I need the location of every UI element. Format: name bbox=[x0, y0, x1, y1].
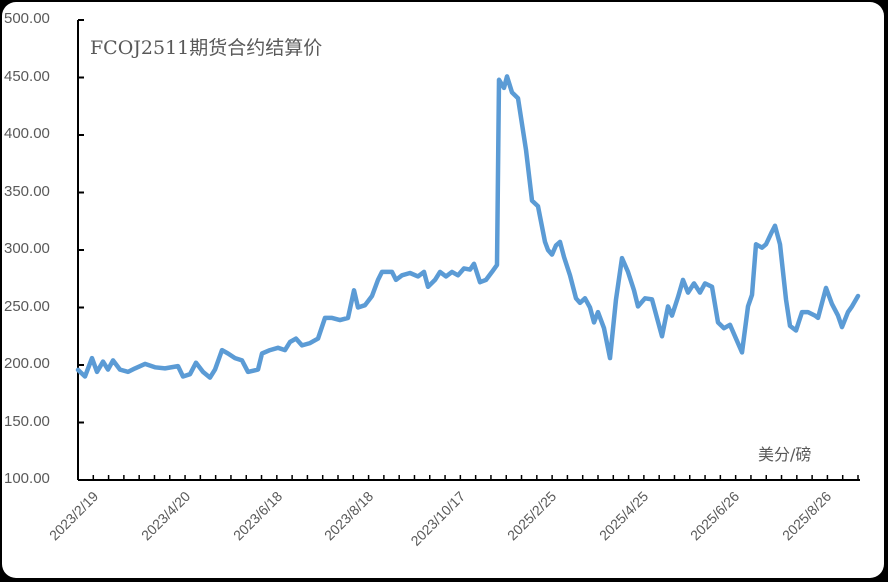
axes bbox=[77, 19, 860, 481]
y-tick-label: 350.00 bbox=[4, 182, 50, 200]
y-tick-label: 300.00 bbox=[4, 240, 50, 257]
y-tick-label: 450.00 bbox=[4, 67, 50, 85]
chart-title: FCOJ2511期货合约结算价 bbox=[90, 37, 323, 59]
y-tick-label: 100.00 bbox=[4, 470, 50, 487]
price-line bbox=[75, 74, 861, 380]
y-tick-label: 250.00 bbox=[4, 297, 50, 315]
y-tick-label: 400.00 bbox=[4, 125, 50, 142]
unit-label: 美分/磅 bbox=[758, 445, 812, 464]
y-tick-label: 150.00 bbox=[4, 412, 50, 430]
y-tick-label: 500.00 bbox=[4, 10, 50, 27]
y-tick-label: 200.00 bbox=[4, 355, 50, 372]
